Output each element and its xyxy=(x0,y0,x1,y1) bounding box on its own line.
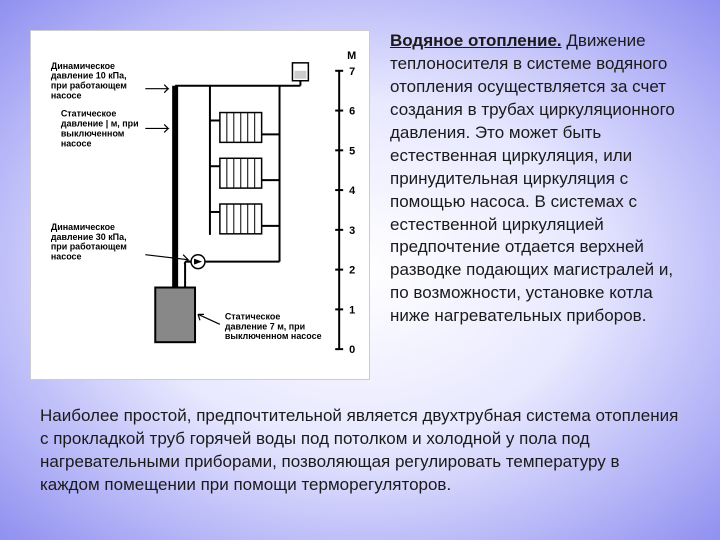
diagram-svg: 0 1 2 3 4 5 6 7 М xyxy=(31,31,369,379)
label-dyn10: Динамическое давление 10 кПа, при работа… xyxy=(51,61,130,101)
tick-1: 1 xyxy=(349,304,355,316)
right-text-block: Водяное отопление. Движение теплоносител… xyxy=(390,30,700,380)
paragraph-bottom: Наиболее простой, предпочтительной являе… xyxy=(0,390,720,497)
tick-5: 5 xyxy=(349,145,355,157)
tick-0: 0 xyxy=(349,344,355,356)
label-dyn30: Динамическое давление 30 кПа, при работа… xyxy=(51,222,130,262)
axis-title: М xyxy=(347,50,356,62)
tick-6: 6 xyxy=(349,106,355,118)
top-section: 0 1 2 3 4 5 6 7 М xyxy=(0,0,720,390)
tick-3: 3 xyxy=(349,225,355,237)
radiator-3 xyxy=(210,204,280,234)
radiator-2 xyxy=(210,158,280,188)
tick-4: 4 xyxy=(349,185,356,197)
paragraph-right: Движение теплоносителя в системе водяног… xyxy=(390,31,675,325)
radiator-1 xyxy=(210,113,280,143)
heating-diagram: 0 1 2 3 4 5 6 7 М xyxy=(30,30,370,380)
boiler-icon xyxy=(155,288,195,343)
label-stat1m: Статическое давление | м, при выключенно… xyxy=(61,109,141,149)
heading-title: Водяное отопление. xyxy=(390,31,562,50)
tick-2: 2 xyxy=(349,265,355,277)
label-stat7m: Статическое давление 7 м, при выключенно… xyxy=(225,311,322,341)
tick-7: 7 xyxy=(349,66,355,78)
